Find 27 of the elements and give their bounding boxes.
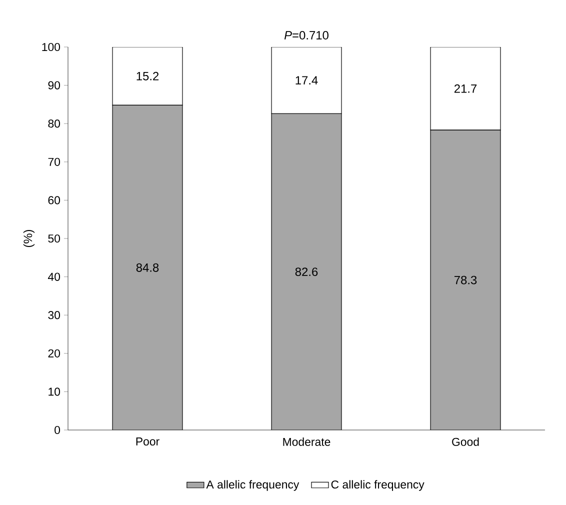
y-tick-label: 20: [48, 349, 60, 358]
data-label: 17.4: [296, 76, 318, 84]
legend-label: C allelic frequency: [331, 480, 424, 491]
y-tick-label: 40: [48, 272, 60, 281]
data-label: 78.3: [454, 276, 477, 284]
y-axis-title: (%): [23, 230, 35, 248]
y-tick-label: 60: [48, 196, 60, 204]
y-tick-label: 10: [48, 388, 60, 396]
data-label: 82.6: [295, 268, 318, 276]
y-tick-label: 80: [48, 120, 60, 128]
y-tick-label: 30: [48, 311, 60, 320]
y-tick-label: 90: [48, 81, 60, 90]
y-tick-label: 100: [42, 42, 60, 52]
bar: [112, 105, 182, 430]
x-tick-label: Moderate: [283, 438, 330, 446]
chart-title: P=0.710: [284, 31, 328, 40]
y-tick-label: 0: [54, 426, 60, 434]
y-tick-label: 70: [48, 158, 60, 166]
legend-label: A allelic frequency: [206, 480, 300, 491]
x-tick-label: Good: [452, 438, 479, 446]
x-tick-label: Poor: [136, 438, 160, 446]
bar: [430, 130, 501, 430]
data-label: 84.8: [136, 263, 159, 272]
bar: [272, 114, 342, 430]
y-tick-label: 50: [48, 234, 60, 243]
data-label: 21.7: [454, 84, 477, 93]
data-label: 15.2: [136, 72, 159, 80]
